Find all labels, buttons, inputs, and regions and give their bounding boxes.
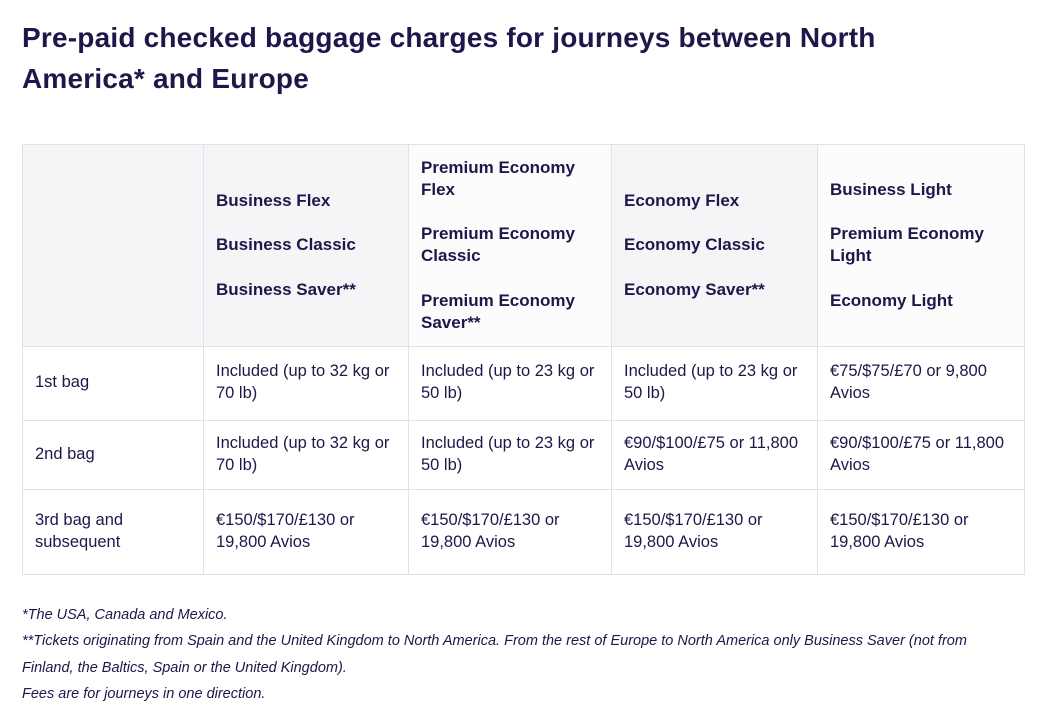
fare-family-label: Premium Economy Flex xyxy=(421,158,575,200)
charge-cell: €150/$170/£130 or 19,800 Avios xyxy=(203,488,409,575)
charge-cell: Included (up to 32 kg or 70 lb) xyxy=(203,419,409,490)
row-label: 2nd bag xyxy=(22,419,204,490)
charge-cell: Included (up to 23 kg or 50 lb) xyxy=(611,345,818,421)
row-label: 3rd bag and subsequent xyxy=(22,488,204,575)
row-label: 1st bag xyxy=(22,345,204,421)
fare-family-label: Premium Economy Classic xyxy=(421,224,575,266)
fare-family-label: Economy Classic xyxy=(624,235,765,255)
table-row-3rd-bag: 3rd bag and subsequent €150/$170/£130 or… xyxy=(22,488,1025,575)
fare-family-label: Business Classic xyxy=(216,235,356,255)
charge-cell: €90/$100/£75 or 11,800 Avios xyxy=(817,419,1025,490)
charge-cell: €150/$170/£130 or 19,800 Avios xyxy=(408,488,612,575)
charge-cell: Included (up to 23 kg or 50 lb) xyxy=(408,345,612,421)
page-title: Pre-paid checked baggage charges for jou… xyxy=(22,22,876,94)
fare-family-label: Economy Light xyxy=(830,290,953,310)
header-cell-light: Business Light Premium Economy Light Eco… xyxy=(817,144,1025,347)
footnotes: *The USA, Canada and Mexico. **Tickets o… xyxy=(22,602,1018,708)
header-cell-premium-economy: Premium Economy Flex Premium Economy Cla… xyxy=(408,144,612,347)
footnote-saver-tickets: **Tickets originating from Spain and the… xyxy=(22,633,967,676)
table-row-2nd-bag: 2nd bag Included (up to 32 kg or 70 lb) … xyxy=(22,419,1025,490)
charge-cell: €90/$100/£75 or 11,800 Avios xyxy=(611,419,818,490)
fare-family-label: Business Light xyxy=(830,180,952,200)
charge-cell: €75/$75/£70 or 9,800 Avios xyxy=(817,345,1025,421)
footnote-one-direction: Fees are for journeys in one direction. xyxy=(22,685,266,702)
charge-cell: €150/$170/£130 or 19,800 Avios xyxy=(611,488,818,575)
footnote-north-america: *The USA, Canada and Mexico. xyxy=(22,606,228,623)
header-cell-empty xyxy=(22,144,204,347)
table-row-1st-bag: 1st bag Included (up to 32 kg or 70 lb) … xyxy=(22,345,1025,421)
header-cell-business: Business Flex Business Classic Business … xyxy=(203,144,409,347)
header-cell-economy: Economy Flex Economy Classic Economy Sav… xyxy=(611,144,818,347)
charge-cell: €150/$170/£130 or 19,800 Avios xyxy=(817,488,1025,575)
charge-cell: Included (up to 23 kg or 50 lb) xyxy=(408,419,612,490)
fare-family-label: Economy Saver** xyxy=(624,279,765,299)
charge-cell: Included (up to 32 kg or 70 lb) xyxy=(203,345,409,421)
fare-family-label: Premium Economy Saver** xyxy=(421,290,575,332)
fare-family-label: Economy Flex xyxy=(624,191,740,211)
fare-family-label: Premium Economy Light xyxy=(830,224,984,266)
fare-family-label: Business Saver** xyxy=(216,279,356,299)
baggage-charges-table: Business Flex Business Classic Business … xyxy=(22,144,1025,575)
table-header-row: Business Flex Business Classic Business … xyxy=(22,144,1025,347)
fare-family-label: Business Flex xyxy=(216,191,331,211)
